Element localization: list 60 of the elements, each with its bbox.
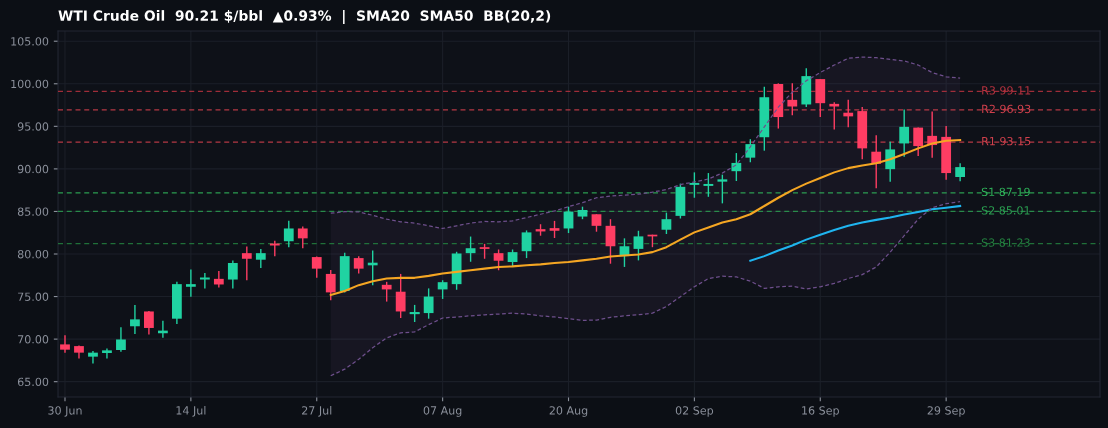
x-tick-label: 07 Aug bbox=[423, 406, 462, 417]
x-tick-label: 14 Jul bbox=[176, 406, 206, 417]
y-tick-label: 75.00 bbox=[18, 292, 49, 301]
candlestick bbox=[885, 141, 896, 183]
ref-line-label: R3 99.11 bbox=[982, 86, 1031, 95]
ref-line-label: S3 81.23 bbox=[981, 238, 1030, 247]
candlestick bbox=[493, 248, 504, 271]
x-tick-label: 29 Sep bbox=[927, 406, 965, 417]
y-tick-label: 70.00 bbox=[18, 335, 49, 344]
x-tick-label: 30 Jun bbox=[48, 406, 82, 417]
candlestick bbox=[297, 225, 308, 249]
candlestick bbox=[731, 152, 742, 182]
candlestick bbox=[437, 279, 448, 300]
chart-title: WTI Crude Oil 90.21 $/bbl ▲0.93% | SMA20 SMA50 BB(20,2) bbox=[58, 10, 551, 24]
candlestick bbox=[465, 235, 476, 263]
candlestick bbox=[241, 245, 252, 281]
line-series bbox=[749, 204, 962, 262]
ref-line-label: S1 87.19 bbox=[981, 187, 1030, 197]
candlestick bbox=[325, 269, 336, 302]
candlestick bbox=[199, 272, 210, 290]
ref-line-label: R2 96.93 bbox=[982, 104, 1031, 114]
candlestick bbox=[60, 334, 70, 354]
candlestick bbox=[144, 310, 154, 336]
candlestick bbox=[185, 268, 196, 298]
candlestick bbox=[689, 171, 700, 199]
candlestick bbox=[955, 162, 966, 183]
candlestick bbox=[521, 229, 532, 259]
candlestick bbox=[213, 270, 224, 289]
candlestick bbox=[102, 347, 112, 360]
candlestick bbox=[703, 172, 714, 198]
candlestick bbox=[661, 211, 672, 235]
ref-line-label: S2 85.01 bbox=[981, 206, 1030, 215]
candlestick bbox=[899, 108, 910, 158]
y-tick-label: 80.00 bbox=[17, 249, 49, 259]
candlestick bbox=[633, 230, 644, 262]
y-tick-label: 100.00 bbox=[11, 79, 49, 89]
x-tick-label: 27 Jul bbox=[302, 406, 332, 417]
candlestick bbox=[423, 287, 434, 320]
candlestick bbox=[395, 273, 406, 319]
y-tick-label: 95.00 bbox=[17, 122, 49, 131]
candlestick bbox=[787, 82, 798, 117]
candlestick bbox=[717, 173, 728, 205]
candlestick bbox=[913, 126, 924, 157]
candlestick bbox=[116, 326, 126, 353]
y-tick-label: 85.00 bbox=[17, 207, 49, 216]
candlestick bbox=[605, 218, 616, 265]
candlestick bbox=[88, 350, 98, 365]
y-tick-label: 65.00 bbox=[17, 377, 49, 387]
line-series bbox=[330, 56, 961, 230]
candlestick bbox=[130, 304, 140, 335]
x-tick-label: 02 Sep bbox=[675, 406, 714, 417]
candlestick bbox=[283, 220, 294, 248]
candlestick bbox=[255, 248, 266, 269]
y-tick-label: 90.00 bbox=[17, 164, 49, 174]
candlestick bbox=[227, 259, 238, 290]
x-tick-label: 16 Sep bbox=[802, 406, 839, 417]
x-tick-label: 20 Aug bbox=[549, 406, 588, 417]
ref-line-label: R1 93.15 bbox=[982, 136, 1031, 146]
line-series bbox=[330, 201, 961, 377]
y-tick-label: 105.00 bbox=[11, 37, 49, 46]
